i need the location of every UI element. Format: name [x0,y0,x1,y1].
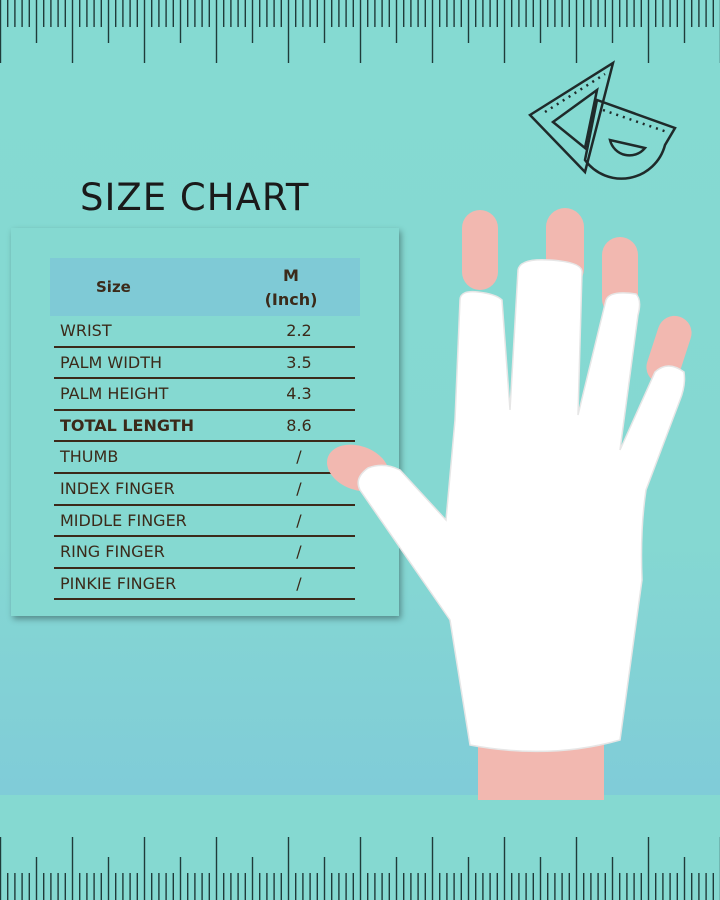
row-value: / [296,510,302,530]
row-label: INDEX FINGER [60,479,175,498]
table-row: INDEX FINGER / [54,474,355,506]
table-row: PALM HEIGHT 4.3 [54,379,355,411]
header-m: M [283,266,299,285]
page-title: SIZE CHART [80,176,310,219]
row-label: WRIST [60,321,112,340]
row-value: / [296,573,302,593]
row-value: 4.3 [286,384,312,404]
table-row: PINKIE FINGER / [54,569,355,601]
row-label: MIDDLE FINGER [60,510,187,530]
row-label: THUMB [60,447,119,467]
row-value: 3.5 [286,352,312,372]
row-value: 8.6 [286,415,312,435]
table-row: PALM WIDTH 3.5 [54,348,355,380]
row-label: PALM WIDTH [60,352,163,372]
row-value: / [296,447,302,467]
table-row: RING FINGER / [54,537,355,569]
ruler-bottom-icon [0,837,720,900]
row-label: TOTAL LENGTH [60,415,195,435]
header-size: Size [96,278,131,296]
table-row: MIDDLE FINGER / [54,506,355,538]
size-table: Size M (Inch) WRIST 2.2 PALM WIDTH 3.5 PALM … [11,228,399,616]
row-value: / [296,479,302,498]
table-row: THUMB / [54,442,355,474]
fingerless-glove-image [327,208,692,800]
row-label: PALM HEIGHT [60,384,169,404]
row-label: PINKIE FINGER [60,573,177,593]
table-row: TOTAL LENGTH 8.6 [54,411,355,443]
row-value: 2.2 [286,321,312,340]
table-header: Size M (Inch) [50,258,360,316]
ruler-top-icon [0,0,720,63]
table-row: WRIST 2.2 [54,316,355,348]
header-m-inch: M (Inch) [250,264,332,312]
row-label: RING FINGER [60,542,165,562]
set-square-protractor-icon [528,60,677,180]
row-value: / [296,542,302,562]
header-unit: (Inch) [264,290,318,309]
